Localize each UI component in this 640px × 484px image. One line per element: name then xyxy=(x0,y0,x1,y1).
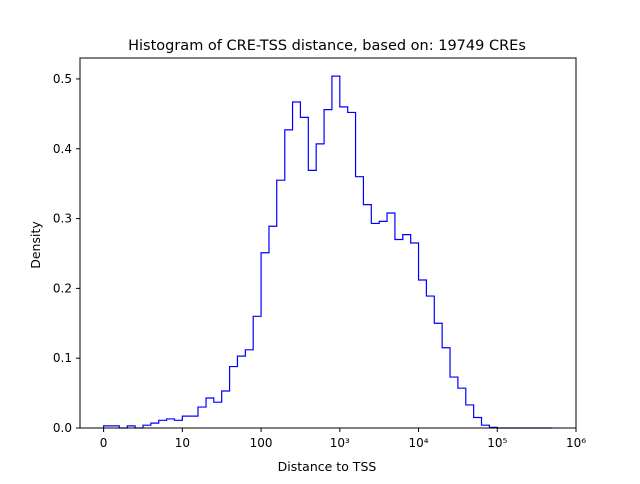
y-tick-label: 0.2 xyxy=(53,281,72,295)
x-tick-label: 10³ xyxy=(330,436,350,450)
y-tick-label: 0.5 xyxy=(53,72,72,86)
y-tick-label: 0.1 xyxy=(53,351,72,365)
x-tick-label: 10⁵ xyxy=(487,436,507,450)
y-tick-label: 0.3 xyxy=(53,212,72,226)
x-tick-label: 10 xyxy=(175,436,190,450)
chart-title: Histogram of CRE-TSS distance, based on:… xyxy=(128,38,526,54)
x-tick-label: 0 xyxy=(100,436,108,450)
y-axis-label: Density xyxy=(28,221,43,269)
x-axis-label: Distance to TSS xyxy=(278,459,377,474)
y-tick-label: 0.0 xyxy=(53,421,72,435)
histogram-step-outline xyxy=(103,75,553,429)
histogram-steps xyxy=(103,75,553,429)
plot-frame xyxy=(79,57,577,429)
x-tick-label: 100 xyxy=(250,436,273,450)
x-tick-label: 10⁴ xyxy=(408,436,428,450)
axis-ticks: 0 10 100 10³ 10⁴ 10⁵ 10⁶ 0.0 0.1 0.2 0.3 0.4 0.5 xyxy=(53,72,586,450)
x-tick-label: 10⁶ xyxy=(566,436,586,450)
y-tick-label: 0.4 xyxy=(53,142,72,156)
